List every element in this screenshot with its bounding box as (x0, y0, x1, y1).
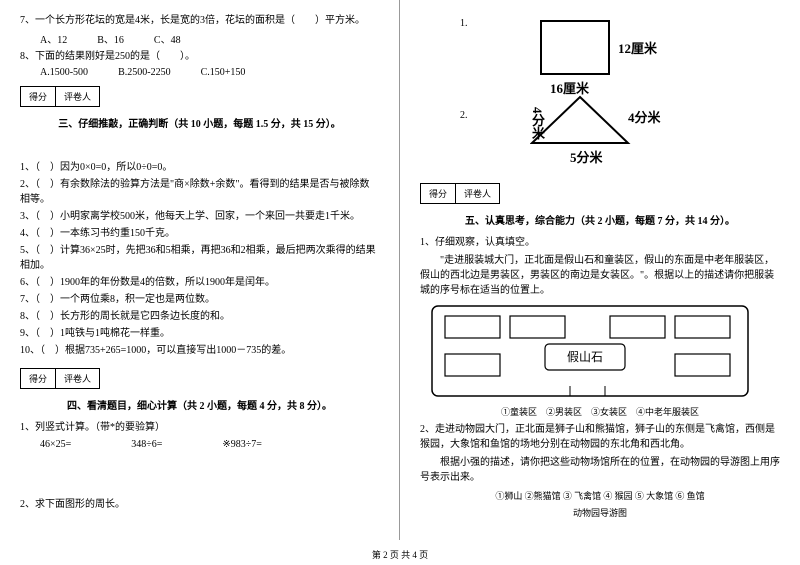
q7-opt-a: A、12 (40, 31, 67, 46)
tf-6: 6、（ ）1900年的年份数是4的倍数，所以1900年是闰年。 (20, 275, 379, 290)
page-footer: 第 2 页 共 4 页 (0, 548, 800, 561)
map-svg: 假山石 (430, 304, 750, 399)
grader-label: 评卷人 (456, 184, 499, 203)
question-7: 7、一个长方形花坛的宽是4米，长是宽的3倍，花坛的面积是（ ）平方米。 (20, 13, 379, 28)
calc-c: ※983÷7= (222, 439, 262, 450)
tf-5: 5、（ ）计算36×25时，先把36和5相乘，再把36和2相乘，最后把两次乘得的… (20, 243, 379, 273)
p1-intro: 1、仔细观察，认真填空。 (420, 235, 780, 250)
q7-opt-b: B、16 (97, 31, 124, 46)
p1-text: "走进服装城大门，正北面是假山石和童装区，假山的东面是中老年服装区，假山的西北边… (420, 253, 780, 298)
q8-opt-b: B.2500-2250 (118, 67, 171, 78)
map2-title: 动物园导游图 (420, 506, 780, 519)
square-figure: 12厘米 16厘米 (540, 20, 660, 75)
section-5-title: 五、认真思考，综合能力（共 2 小题，每题 7 分，共 14 分）。 (420, 212, 780, 227)
grader-label: 评卷人 (56, 369, 99, 388)
tf-4: 4、（ ）一本练习书约重150千克。 (20, 226, 379, 241)
score-box-2: 得分 评卷人 (20, 368, 100, 389)
legend-1: ①童装区 ②男装区 ③女装区 ④中老年服装区 (420, 405, 780, 418)
tri-right-label: 4分米 (628, 107, 661, 126)
tf-9: 9、（ ）1吨铁与1吨棉花一样重。 (20, 326, 379, 341)
q8-opt-c: C.150+150 (201, 67, 246, 78)
tf-3: 3、（ ）小明家离学校500米，他每天上学、回家，一个来回一共要走1千米。 (20, 209, 379, 224)
right-column: 1. 12厘米 16厘米 2. 4分米 4分米 5分米 得分 评卷人 五、认真思… (400, 0, 800, 540)
section-4-title: 四、看清题目，细心计算（共 2 小题，每题 4 分，共 8 分）。 (20, 397, 379, 412)
score-box-3: 得分 评卷人 (420, 183, 500, 204)
calc-row: 46×25= 348÷6= ※983÷7= (20, 439, 379, 450)
p2-text2: 根据小强的描述，请你把这些动物场馆所在的位置，在动物园的导游图上用序号表示出来。 (420, 455, 780, 485)
perimeter-question: 2、求下面图形的周长。 (20, 497, 379, 512)
grader-label: 评卷人 (56, 87, 99, 106)
triangle-figure: 4分米 4分米 5分米 (530, 95, 680, 165)
q7-opt-c: C、48 (154, 31, 181, 46)
map-center-label: 假山石 (567, 350, 603, 364)
tf-8: 8、（ ）长方形的周长就是它四条边长度的和。 (20, 309, 379, 324)
tf-7: 7、（ ）一个两位乘8，积一定也是两位数。 (20, 292, 379, 307)
score-box-1: 得分 评卷人 (20, 86, 100, 107)
score-label: 得分 (21, 369, 56, 388)
p2-text: 2、走进动物园大门，正北面是狮子山和熊猫馆，狮子山的东侧是飞禽馆，西侧是猴园，大… (420, 422, 780, 452)
tri-bottom-label: 5分米 (570, 147, 603, 166)
left-column: 7、一个长方形花坛的宽是4米，长是宽的3倍，花坛的面积是（ ）平方米。 A、12… (0, 0, 400, 540)
square-shape (540, 20, 610, 75)
question-8: 8、下面的结果刚好是250的是（ ）。 (20, 49, 379, 64)
tf-10: 10、（ ）根据735+265=1000，可以直接写出1000－735的差。 (20, 343, 379, 358)
score-label: 得分 (21, 87, 56, 106)
tf-2: 2、（ ）有余数除法的验算方法是"商×除数+余数"。看得到的结果是否与被除数相等… (20, 177, 379, 207)
q8-opt-a: A.1500-500 (40, 67, 88, 78)
q7-options: A、12 B、16 C、48 (20, 31, 379, 46)
tf-1: 1、（ ）因为0×0=0，所以0÷0=0。 (20, 160, 379, 175)
fig1-number: 1. (460, 18, 468, 29)
section-3-title: 三、仔细推敲，正确判断（共 10 小题，每题 1.5 分，共 15 分）。 (20, 115, 379, 130)
legend-2: ①狮山 ②熊猫馆 ③ 飞禽馆 ④ 猴园 ⑤ 大象馆 ⑥ 鱼馆 (420, 489, 780, 502)
calc-instruction: 1、列竖式计算。（带*的要验算） (20, 420, 379, 435)
clothing-map: 假山石 (430, 304, 780, 399)
q8-options: A.1500-500 B.2500-2250 C.150+150 (20, 67, 379, 78)
calc-b: 348÷6= (131, 439, 162, 450)
fig2-number: 2. (460, 110, 468, 121)
calc-a: 46×25= (40, 439, 71, 450)
square-right-label: 12厘米 (618, 38, 657, 57)
score-label: 得分 (421, 184, 456, 203)
tri-left-label: 4分米 (528, 107, 547, 140)
